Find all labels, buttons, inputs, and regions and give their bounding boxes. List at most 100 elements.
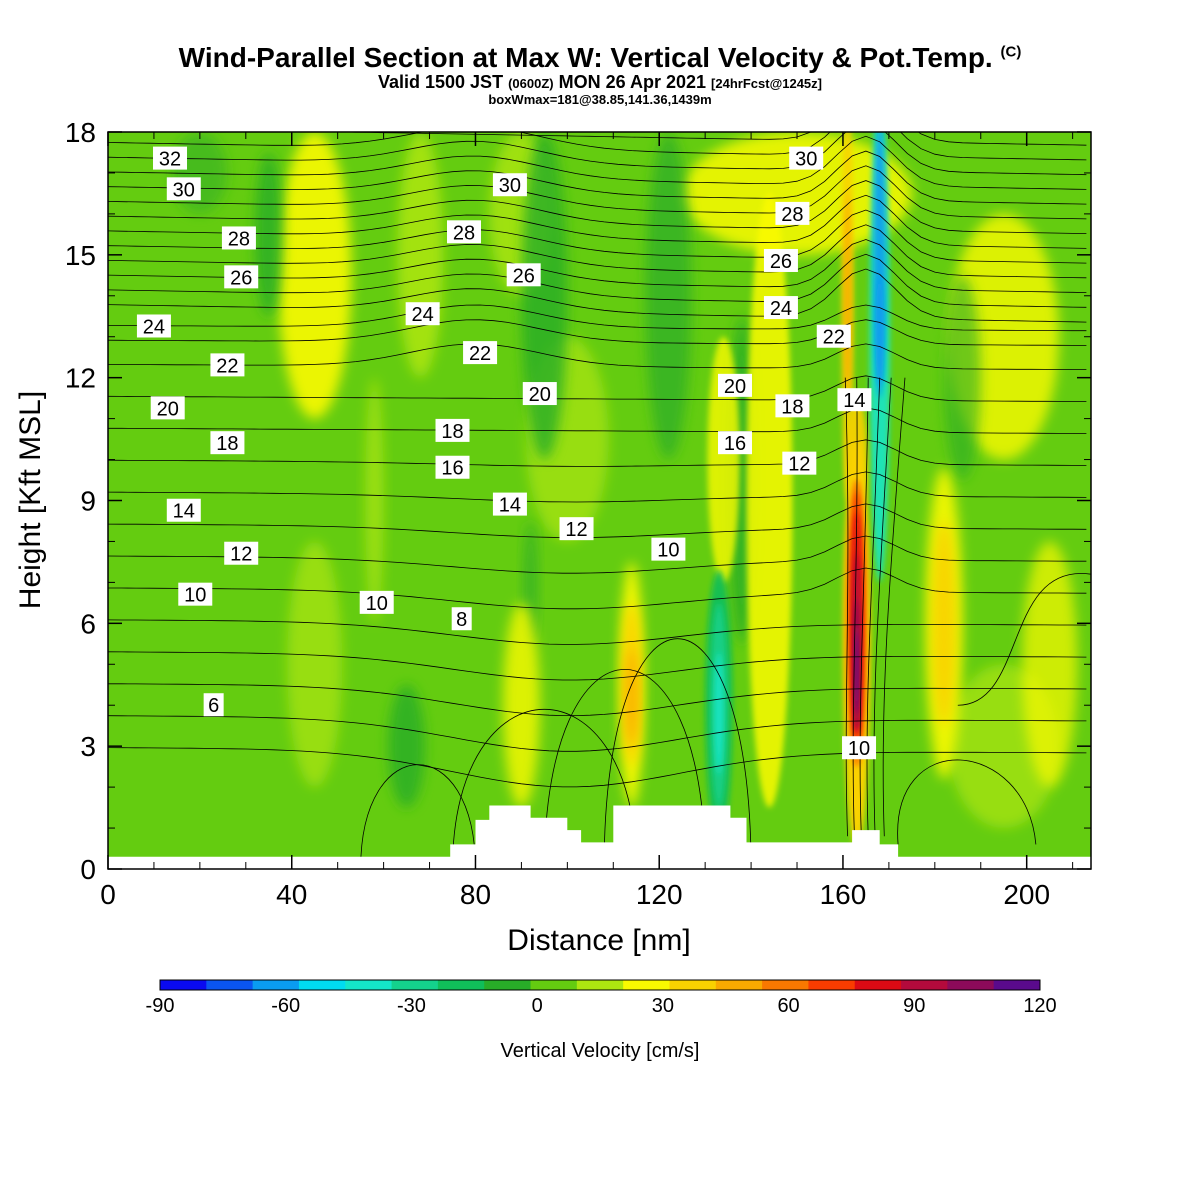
theta-label-text: 10 — [848, 738, 870, 760]
y-tick-label: 6 — [80, 608, 96, 639]
axes: 0 40 80 120 160 200 0 3 6 9 12 15 18 — [65, 117, 1091, 910]
y-axis-label: Height [Kft MSL] — [14, 391, 47, 609]
forecast-info: [24hrFcst@1245z] — [711, 76, 822, 91]
theta-label: 24 — [763, 296, 798, 320]
theta-label: 32 — [153, 146, 188, 171]
colorbar-tick-label: -30 — [397, 995, 426, 1017]
theta-label-box — [153, 146, 188, 170]
theta-label-text: 10 — [657, 540, 679, 562]
colorbar-swatch — [576, 980, 624, 990]
theta-label-box — [210, 431, 245, 455]
theta-label-box — [816, 324, 851, 348]
x-axis-label: Distance [nm] — [507, 924, 690, 957]
colorbar-swatch — [623, 980, 670, 990]
theta-label-box — [446, 220, 481, 244]
theta-label-box — [492, 492, 527, 516]
theta-label-box — [775, 394, 810, 418]
theta-label-box — [463, 341, 498, 365]
theta-label-text: 24 — [770, 298, 792, 320]
colorbar-swatch — [808, 980, 856, 990]
colorbar-swatch — [484, 980, 532, 990]
chart-title-text: Wind-Parallel Section at Max W: Vertical… — [178, 42, 993, 73]
theta-label-box — [789, 146, 824, 170]
theta-label-text: 6 — [208, 695, 219, 717]
theta-label-box — [763, 248, 798, 272]
theta-label-box — [166, 177, 201, 201]
theta-label-box — [842, 736, 877, 760]
theta-label: 28 — [775, 201, 810, 226]
valid-utc: (0600Z) — [508, 76, 554, 91]
theta-label: 26 — [763, 248, 798, 273]
theta-label: 12 — [559, 517, 594, 541]
theta-label-text: 18 — [216, 433, 238, 455]
colorbar-swatch — [993, 980, 1041, 990]
colorbar-tick-label: -60 — [271, 995, 300, 1017]
theta-label-text: 10 — [184, 585, 206, 607]
theta-label-text: 8 — [456, 609, 467, 631]
theta-label-box — [763, 296, 798, 320]
theta-label-box — [718, 431, 753, 455]
colorbar-swatch — [715, 980, 763, 990]
theta-label: 22 — [210, 353, 245, 377]
theta-label-box — [136, 314, 171, 338]
theta-label: 10 — [178, 582, 213, 607]
theta-label: 28 — [446, 220, 481, 244]
theta-label-box — [210, 353, 245, 377]
theta-label: 20 — [522, 382, 557, 406]
theta-label-box — [837, 388, 872, 412]
colorbar-tick-label: 0 — [532, 995, 543, 1017]
theta-label: 18 — [210, 431, 245, 455]
theta-label-text: 30 — [173, 179, 195, 201]
y-tick-label: 18 — [65, 117, 96, 148]
theta-label-text: 30 — [795, 149, 817, 171]
theta-contour-labels: 32 30 28 26 24 22 20 18 14 12 10 6 10 8 24 28 22 18 16 30 26… — [136, 146, 877, 760]
theta-label-text: 20 — [157, 398, 179, 420]
theta-label-box — [178, 582, 213, 606]
theta-label: 20 — [718, 373, 753, 398]
valid-time: Valid 1500 JST — [377, 72, 504, 92]
theta-label-text: 14 — [499, 495, 521, 517]
theta-label: 10 — [842, 736, 877, 760]
theta-label-text: 24 — [143, 316, 165, 338]
x-tick-label: 120 — [636, 879, 683, 910]
x-tick-label: 0 — [100, 879, 116, 910]
colorbar-swatch — [298, 980, 346, 990]
y-tick-label: 0 — [80, 854, 96, 885]
box-info: boxWmax=181@38.85,141.36,1439m — [488, 92, 712, 107]
theta-label: 12 — [782, 451, 817, 476]
colorbar-swatch — [206, 980, 254, 990]
colorbar-tick-label: 90 — [903, 995, 925, 1017]
theta-label-box — [221, 226, 256, 250]
theta-label-box — [359, 590, 394, 614]
colorbar-swatch — [391, 980, 439, 990]
y-tick-label: 9 — [80, 486, 96, 517]
theta-label-box — [203, 693, 224, 717]
theta-label-box — [405, 302, 440, 326]
colorbar-swatch — [345, 980, 393, 990]
colorbar-swatch — [669, 980, 717, 990]
colorbar-tick-label: 30 — [652, 995, 674, 1017]
theta-label-text: 22 — [216, 355, 238, 377]
theta-label: 22 — [463, 341, 498, 365]
theta-label-text: 16 — [441, 458, 463, 480]
chart-title: Wind-Parallel Section at Max W: Vertical… — [0, 42, 1200, 74]
theta-label-text: 22 — [823, 327, 845, 349]
theta-label: 24 — [405, 302, 440, 326]
theta-label-text: 12 — [565, 519, 587, 541]
theta-label-text: 26 — [230, 267, 252, 289]
theta-label-text: 22 — [469, 343, 491, 365]
theta-label-text: 28 — [453, 222, 475, 244]
theta-label: 10 — [651, 537, 686, 562]
y-tick-label: 12 — [65, 363, 96, 394]
theta-label-text: 20 — [724, 376, 746, 398]
theta-label-text: 20 — [529, 384, 551, 406]
theta-label: 10 — [359, 590, 394, 615]
theta-label-text: 16 — [724, 433, 746, 455]
x-tick-label: 200 — [1003, 879, 1050, 910]
theta-label-box — [435, 418, 470, 442]
theta-label-box — [224, 541, 259, 565]
theta-label: 18 — [775, 394, 810, 418]
colorbar-tick-label: 120 — [1023, 995, 1056, 1017]
theta-label-box — [224, 265, 259, 289]
theta-label: 8 — [451, 607, 472, 631]
